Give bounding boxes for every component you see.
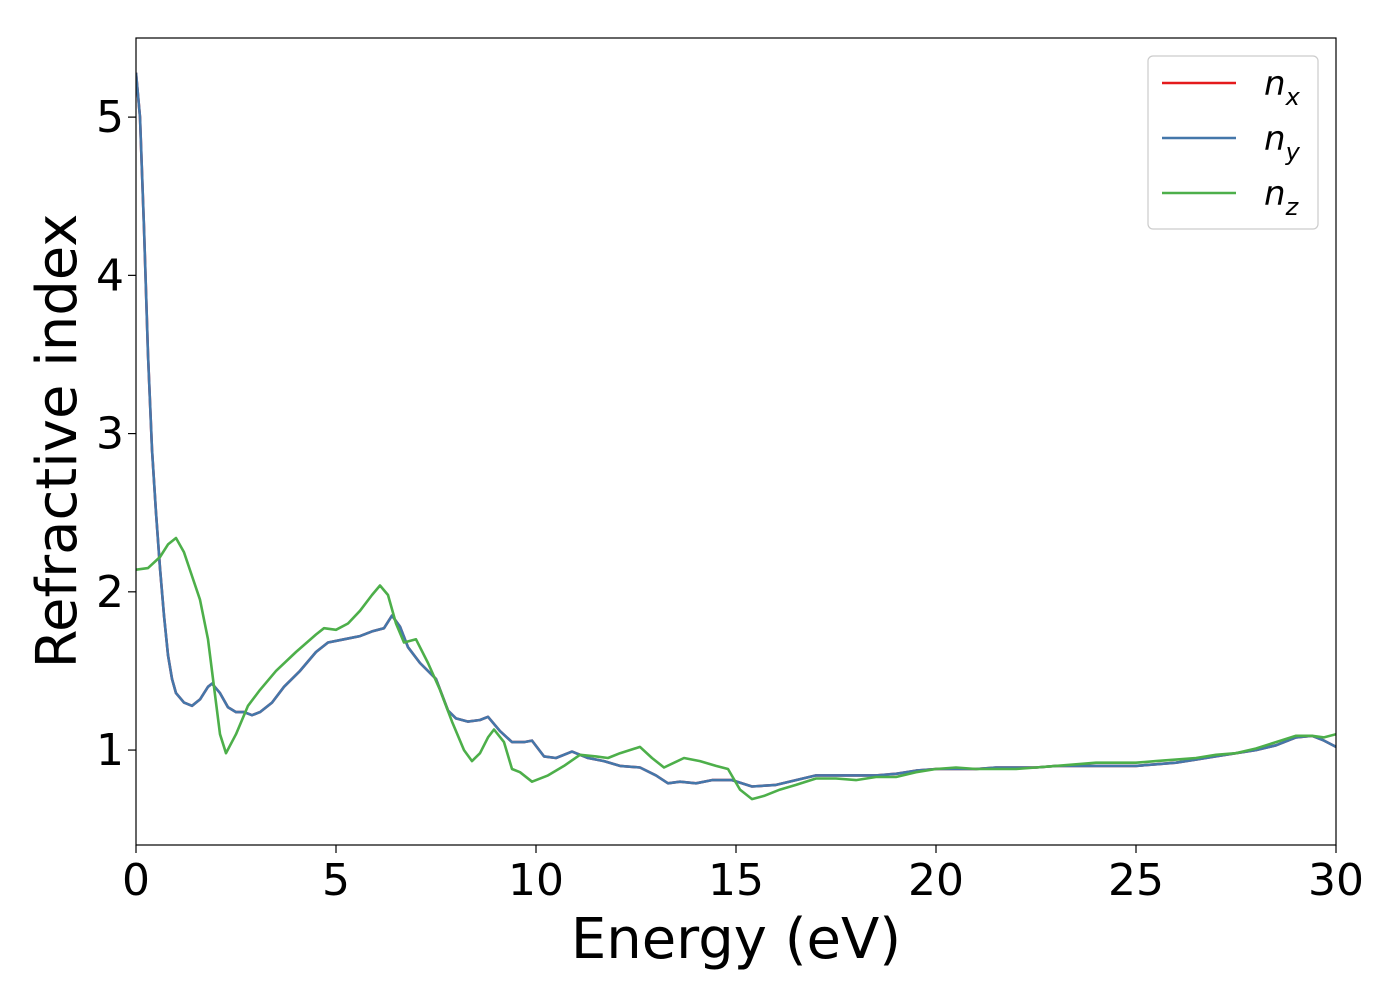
x-axis: 0 5 10 15 20 25 30 [122, 845, 1364, 906]
y-tick-label: 1 [96, 725, 124, 776]
legend-box [1147, 55, 1319, 230]
x-tick-label: 30 [1308, 855, 1364, 906]
x-tick-label: 0 [122, 855, 150, 906]
x-tick-label: 20 [908, 855, 964, 906]
series-layer [136, 72, 1336, 801]
y-tick-label: 4 [96, 250, 124, 301]
y-axis-title: Refractive index [25, 214, 90, 669]
x-tick-label: 15 [708, 855, 764, 906]
x-axis-title: Energy (eV) [571, 907, 901, 972]
y-axis: 1 2 3 4 5 [96, 92, 136, 776]
y-tick-label: 3 [96, 409, 124, 460]
legend-entry-n-x: nx [1264, 64, 1301, 111]
legend: nx ny nz [1147, 55, 1319, 230]
y-tick-label: 2 [96, 567, 124, 618]
series-line-n-z [136, 536, 1336, 801]
legend-entry-n-y: ny [1264, 119, 1301, 166]
x-tick-label: 10 [508, 855, 564, 906]
x-tick-label: 25 [1108, 855, 1164, 906]
x-tick-label: 5 [322, 855, 350, 906]
plot-area [136, 38, 1336, 845]
y-tick-label: 5 [96, 92, 124, 143]
legend-entry-n-z: nz [1264, 174, 1300, 221]
